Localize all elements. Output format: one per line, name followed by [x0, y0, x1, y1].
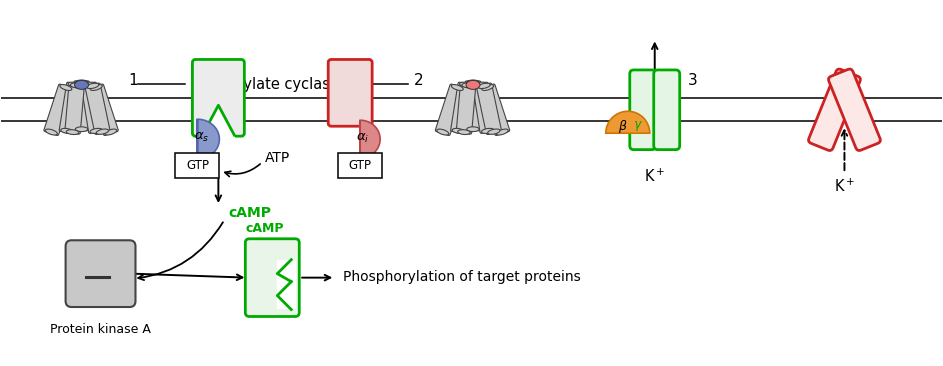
FancyBboxPatch shape: [81, 82, 104, 133]
Ellipse shape: [71, 83, 83, 88]
FancyBboxPatch shape: [480, 84, 509, 135]
FancyBboxPatch shape: [192, 59, 244, 136]
Ellipse shape: [66, 130, 79, 135]
FancyBboxPatch shape: [472, 82, 495, 133]
Text: K$^+$: K$^+$: [834, 178, 855, 195]
Ellipse shape: [59, 85, 72, 90]
FancyBboxPatch shape: [66, 240, 136, 307]
Ellipse shape: [452, 128, 465, 134]
Text: 1: 1: [128, 73, 138, 88]
Ellipse shape: [488, 129, 500, 134]
Ellipse shape: [87, 83, 99, 89]
Ellipse shape: [496, 129, 508, 135]
Ellipse shape: [467, 127, 479, 131]
Wedge shape: [605, 111, 650, 133]
Ellipse shape: [452, 85, 463, 90]
FancyBboxPatch shape: [451, 82, 473, 133]
FancyBboxPatch shape: [65, 83, 84, 134]
Text: cAMP: cAMP: [245, 222, 284, 235]
Ellipse shape: [74, 81, 89, 89]
Ellipse shape: [478, 83, 490, 89]
Text: Protein kinase A: Protein kinase A: [50, 324, 151, 336]
Text: GTP: GTP: [186, 159, 209, 172]
FancyBboxPatch shape: [44, 84, 74, 135]
Ellipse shape: [462, 83, 474, 88]
FancyBboxPatch shape: [328, 59, 372, 126]
Text: $\alpha_s$: $\alpha_s$: [193, 131, 209, 144]
Ellipse shape: [96, 129, 108, 134]
Ellipse shape: [466, 81, 480, 89]
Ellipse shape: [90, 128, 103, 134]
Text: cAMP: cAMP: [228, 206, 272, 220]
Text: Adenylate cyclase: Adenylate cyclase: [206, 77, 339, 92]
FancyBboxPatch shape: [653, 70, 680, 150]
FancyBboxPatch shape: [456, 83, 476, 134]
Ellipse shape: [75, 127, 88, 131]
Polygon shape: [203, 105, 235, 143]
FancyBboxPatch shape: [465, 81, 481, 131]
Ellipse shape: [83, 82, 95, 87]
FancyBboxPatch shape: [829, 69, 881, 150]
Ellipse shape: [91, 85, 102, 90]
Ellipse shape: [459, 82, 472, 87]
Ellipse shape: [45, 129, 58, 135]
FancyBboxPatch shape: [808, 69, 860, 150]
FancyBboxPatch shape: [74, 81, 90, 131]
Ellipse shape: [467, 80, 479, 85]
FancyBboxPatch shape: [245, 239, 299, 317]
Text: 2: 2: [414, 73, 423, 88]
Ellipse shape: [75, 80, 88, 85]
Ellipse shape: [437, 129, 449, 135]
Text: ATP: ATP: [265, 151, 290, 165]
FancyBboxPatch shape: [436, 84, 465, 135]
Text: $\beta$: $\beta$: [618, 118, 628, 135]
Text: $\alpha_i$: $\alpha_i$: [356, 132, 369, 145]
Ellipse shape: [68, 82, 80, 87]
Ellipse shape: [482, 128, 494, 134]
Ellipse shape: [105, 129, 117, 135]
Polygon shape: [197, 119, 220, 159]
Ellipse shape: [474, 82, 487, 87]
Text: K$^+$: K$^+$: [644, 167, 666, 185]
FancyBboxPatch shape: [339, 153, 382, 178]
Ellipse shape: [60, 128, 74, 134]
FancyBboxPatch shape: [476, 83, 502, 134]
Text: Phosphorylation of target proteins: Phosphorylation of target proteins: [343, 270, 581, 284]
Text: 3: 3: [687, 73, 698, 88]
FancyBboxPatch shape: [89, 84, 118, 135]
Polygon shape: [360, 120, 380, 158]
FancyBboxPatch shape: [630, 70, 655, 150]
Ellipse shape: [457, 130, 471, 135]
FancyBboxPatch shape: [59, 82, 82, 133]
Text: $\gamma$: $\gamma$: [633, 119, 643, 133]
Text: GTP: GTP: [349, 159, 372, 172]
Polygon shape: [277, 260, 295, 307]
Ellipse shape: [482, 85, 494, 90]
FancyBboxPatch shape: [175, 153, 220, 178]
FancyBboxPatch shape: [85, 83, 110, 134]
